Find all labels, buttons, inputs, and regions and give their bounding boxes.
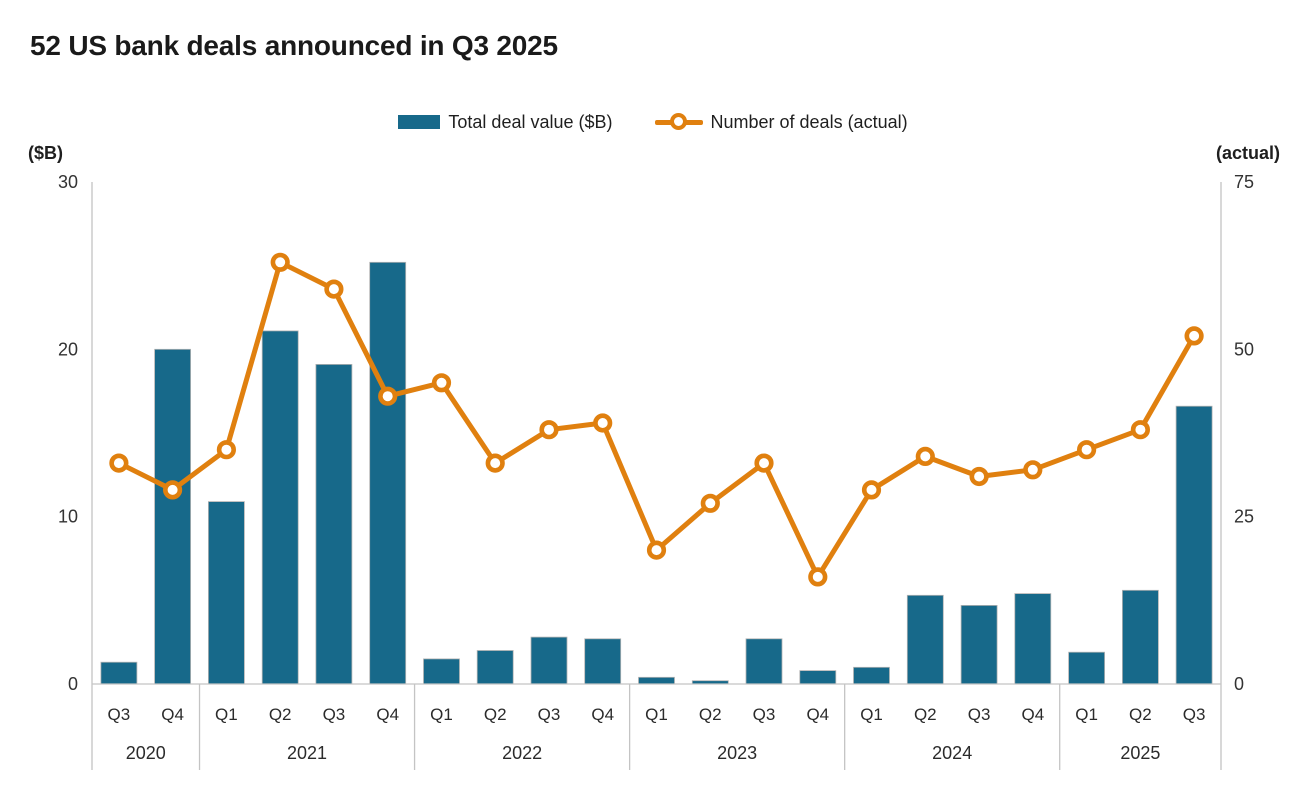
- marker-Q2-15: [915, 446, 935, 467]
- marker-Q3-12: [754, 453, 774, 473]
- year-label: 2020: [126, 743, 166, 763]
- marker-Q4-1: [163, 480, 183, 500]
- bar-Q1-14: [853, 666, 890, 685]
- year-label: 2021: [287, 743, 327, 763]
- marker-Q4-13: [808, 567, 828, 587]
- quarter-label: Q4: [376, 705, 399, 724]
- bar-Q2-7: [476, 650, 514, 685]
- marker-Q1-14: [861, 480, 882, 500]
- quarter-label: Q4: [1021, 705, 1044, 724]
- marker-Q3-20: [1184, 326, 1204, 346]
- marker-Q1-18: [1076, 440, 1097, 460]
- quarter-label: Q1: [645, 705, 668, 724]
- quarter-label: Q4: [806, 705, 829, 724]
- bar-Q4-13: [799, 670, 837, 685]
- quarter-label: Q4: [591, 705, 614, 724]
- bar-Q2-19: [1122, 589, 1159, 685]
- bar-Q1-18: [1068, 651, 1105, 685]
- marker-Q1-6: [431, 373, 452, 393]
- quarter-label: Q4: [161, 705, 184, 724]
- left-axis-title: ($B): [28, 143, 63, 163]
- marker-Q3-16: [969, 466, 989, 487]
- quarter-label: Q3: [968, 705, 991, 724]
- right-tick-label: 50: [1234, 339, 1254, 359]
- quarter-label: Q3: [108, 705, 131, 724]
- marker-Q4-5: [378, 386, 398, 406]
- legend-line-label: Number of deals (actual): [710, 111, 908, 132]
- bar-Q2-15: [906, 594, 944, 685]
- left-tick-label: 20: [58, 339, 78, 359]
- quarter-label: Q1: [1075, 705, 1098, 724]
- bar-Q4-17: [1014, 593, 1052, 685]
- marker-Q1-2: [216, 440, 236, 460]
- quarter-label: Q1: [860, 705, 883, 724]
- bar-Q3-16: [960, 605, 998, 685]
- right-tick-label: 25: [1234, 507, 1254, 527]
- bar-Q3-8: [530, 636, 568, 685]
- legend-item-line: Number of deals (actual): [654, 111, 908, 133]
- quarter-label: Q1: [430, 705, 453, 724]
- right-axis-title: (actual): [1215, 143, 1280, 163]
- marker-Q3-8: [539, 420, 559, 440]
- year-label: 2024: [932, 743, 972, 763]
- bar-Q1-10: [638, 676, 675, 685]
- bar-Q4-9: [584, 638, 622, 685]
- quarter-label: Q2: [914, 705, 937, 724]
- quarter-label: Q3: [538, 705, 561, 724]
- legend: Total deal value ($B) Number of deals (a…: [0, 106, 1306, 138]
- marker-Q3-4: [324, 279, 344, 299]
- marker-Q2-3: [270, 252, 290, 272]
- legend-bar-swatch-icon: [398, 115, 441, 129]
- quarter-label: Q2: [699, 705, 722, 724]
- bar-Q3-4: [315, 363, 353, 685]
- legend-line-marker-icon: [669, 113, 687, 130]
- left-tick-label: 10: [58, 507, 78, 527]
- legend-line-swatch-icon: [654, 112, 703, 132]
- quarter-label: Q3: [753, 705, 776, 724]
- legend-item-bar: Total deal value ($B): [398, 111, 613, 133]
- quarter-label: Q2: [269, 705, 292, 724]
- quarter-label: Q2: [484, 705, 507, 724]
- left-tick-label: 30: [58, 172, 78, 192]
- marker-Q2-19: [1130, 420, 1150, 440]
- marker-Q3-0: [109, 453, 129, 473]
- left-tick-label: 0: [68, 674, 78, 694]
- bar-Q4-1: [154, 348, 192, 685]
- year-label: 2023: [717, 743, 757, 763]
- bar-Q1-6: [423, 658, 460, 685]
- year-label: 2025: [1120, 743, 1160, 763]
- bar-Q3-12: [745, 638, 783, 685]
- quarter-label: Q3: [323, 705, 346, 724]
- quarter-label: Q2: [1129, 705, 1152, 724]
- quarter-label: Q1: [215, 705, 238, 724]
- right-tick-label: 75: [1234, 172, 1254, 192]
- marker-Q2-7: [485, 453, 505, 473]
- marker-Q4-17: [1023, 460, 1043, 480]
- bar-Q2-3: [261, 330, 299, 685]
- chart-title: 52 US bank deals announced in Q3 2025: [30, 30, 558, 61]
- marker-Q4-9: [593, 413, 613, 433]
- bar-Q1-2: [207, 501, 245, 685]
- bar-Q4-5: [369, 261, 407, 685]
- right-tick-label: 0: [1234, 674, 1244, 694]
- bar-Q3-20: [1175, 405, 1213, 685]
- year-label: 2022: [502, 743, 542, 763]
- legend-bar-label: Total deal value ($B): [448, 111, 613, 132]
- quarter-label: Q3: [1183, 705, 1206, 724]
- bar-Q3-0: [100, 661, 138, 685]
- marker-Q2-11: [700, 493, 720, 513]
- marker-Q1-10: [646, 540, 667, 560]
